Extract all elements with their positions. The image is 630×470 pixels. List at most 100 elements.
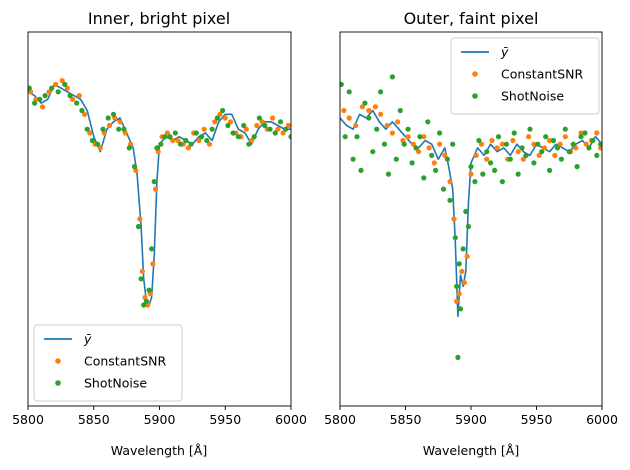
x-tick-label: 5900 (455, 412, 487, 427)
data-point (141, 302, 147, 308)
data-point (473, 152, 479, 158)
data-point (188, 141, 194, 147)
x-axis-label: Wavelength [Å] (111, 443, 207, 458)
data-point (246, 141, 252, 147)
legend-box (33, 324, 183, 402)
data-point (251, 134, 257, 140)
x-tick-label: 6000 (275, 412, 307, 427)
data-point (170, 137, 176, 144)
legend-marker-swatch (55, 380, 61, 386)
data-point (227, 119, 234, 125)
legend-label: ȳ (500, 45, 509, 60)
data-point (28, 85, 32, 91)
series-constantsnr (28, 78, 291, 308)
data-point (527, 126, 533, 132)
data-point (484, 149, 490, 155)
data-point (511, 130, 517, 136)
data-point (172, 130, 178, 136)
data-point (143, 298, 149, 304)
data-point (346, 115, 352, 121)
data-point (53, 81, 59, 87)
data-point (201, 126, 207, 132)
data-point (84, 126, 90, 132)
data-point (106, 122, 113, 129)
data-point (459, 268, 465, 274)
data-point (541, 145, 548, 151)
data-point (452, 235, 458, 241)
x-tick-label: 5850 (390, 412, 422, 427)
data-point (146, 287, 152, 293)
data-point (456, 291, 462, 297)
data-point (536, 152, 542, 158)
data-point (270, 115, 276, 121)
data-point (472, 179, 478, 185)
data-point (275, 126, 281, 132)
data-point (586, 145, 592, 151)
data-point (440, 186, 447, 192)
data-point (594, 152, 600, 158)
legend-entry: ConstantSNR (55, 354, 166, 369)
legend-label: ConstantSNR (501, 67, 583, 82)
data-point (158, 141, 164, 147)
data-point (342, 134, 348, 140)
data-point (359, 104, 365, 110)
data-point (150, 261, 156, 267)
data-point (283, 126, 289, 132)
data-point (31, 100, 38, 106)
x-tick-label: 5800 (12, 412, 44, 427)
x-axis: 5800 5850 5900 5950 6000 (324, 406, 618, 427)
data-point (421, 134, 427, 140)
series-line (340, 109, 602, 318)
data-point (262, 122, 268, 129)
data-point (465, 223, 471, 230)
data-point (547, 167, 553, 173)
data-point (468, 171, 474, 177)
data-point (280, 130, 286, 136)
data-point (121, 126, 127, 132)
data-point (573, 145, 579, 151)
data-point (183, 137, 189, 144)
data-point (578, 134, 584, 140)
data-point (374, 126, 380, 132)
data-point (378, 111, 384, 117)
data-point (582, 130, 588, 136)
data-point (354, 134, 360, 140)
data-point (520, 156, 527, 162)
data-point (49, 85, 55, 91)
data-point (243, 126, 249, 132)
data-point (515, 149, 521, 155)
data-point (594, 130, 600, 136)
chart-title: Outer, faint pixel (404, 9, 539, 28)
data-point (550, 137, 557, 144)
data-point (288, 134, 291, 140)
data-point (105, 115, 111, 121)
series-shotnoise (340, 74, 602, 360)
data-point (37, 96, 43, 102)
data-point (74, 100, 80, 106)
legend-box (450, 37, 600, 115)
data-point (126, 145, 132, 151)
data-point (531, 160, 537, 166)
data-point (480, 171, 486, 177)
data-point (267, 126, 273, 132)
data-point (385, 171, 392, 177)
series-shotnoise (28, 81, 291, 308)
data-point (543, 134, 549, 140)
data-point (468, 164, 474, 170)
legend-entry: ConstantSNR (472, 67, 583, 82)
data-point (463, 208, 469, 215)
data-point (510, 137, 516, 144)
data-point (259, 119, 265, 125)
data-point (562, 134, 568, 140)
data-point (193, 130, 199, 136)
data-point (272, 130, 278, 136)
data-point (395, 119, 401, 125)
data-point (495, 134, 502, 140)
data-point (64, 85, 70, 91)
legend-entry: ShotNoise (55, 376, 147, 391)
data-point (416, 149, 422, 155)
data-point (535, 141, 541, 147)
data-point (42, 93, 48, 99)
panel-outer-faint-pixel: Outer, faint pixel 5800 5850 5900 5950 6000 … (324, 9, 618, 458)
